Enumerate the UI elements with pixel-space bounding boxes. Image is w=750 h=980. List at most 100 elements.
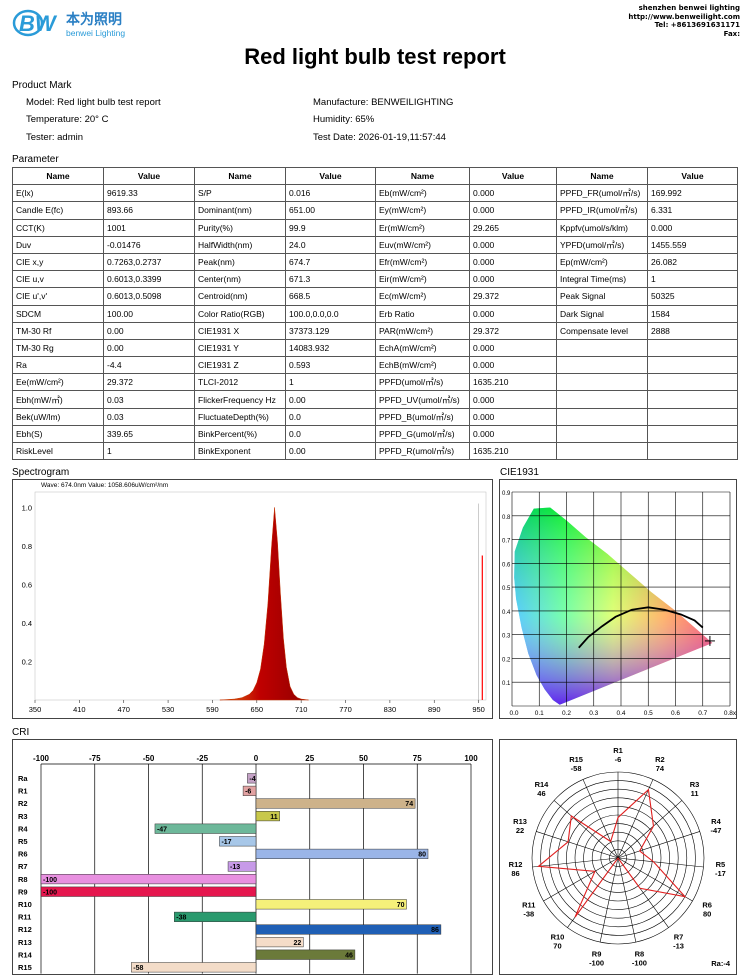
param-value-cell: 9619.33 <box>103 184 195 203</box>
param-name-cell: PAR(mW/cm²) <box>375 321 470 340</box>
param-name-cell: CIE u',v' <box>12 287 104 306</box>
param-name-cell: YPFD(umol/㎡/s) <box>556 235 648 254</box>
param-name-cell: CIE1931 Y <box>194 338 286 358</box>
param-name-cell: Integral Time(ms) <box>556 270 648 289</box>
chromaticity-gamut-shade <box>514 507 713 705</box>
table-row: Bek(uW/lm) 0.03 FluctuateDepth(%) 0.0 PPFD_B… <box>12 407 738 426</box>
cri-label: CRI <box>12 727 30 738</box>
x-tick-label: 890 <box>428 705 441 714</box>
param-value-cell: 37373.129 <box>285 321 376 340</box>
y-tick-label: 0.3 <box>502 634 511 640</box>
category-label: R15 <box>18 963 32 972</box>
param-name-cell: TM-30 Rg <box>12 338 104 358</box>
radar-axis-label: R14 <box>535 780 550 789</box>
bar-value-label: 11 <box>270 814 278 821</box>
model-text: Model: Red light bulb test report <box>26 97 161 108</box>
cri-bar <box>255 798 416 809</box>
param-value-cell: 0.000 <box>469 407 557 426</box>
category-label: R1 <box>18 787 28 796</box>
param-name-cell: CIE1931 X <box>194 321 286 340</box>
param-value-cell: 671.3 <box>285 270 376 289</box>
param-value-cell: 674.7 <box>285 252 376 272</box>
param-value-cell: 0.000 <box>469 252 557 272</box>
param-name-cell: S/P <box>194 184 286 203</box>
table-row: TM-30 Rg 0.00 CIE1931 Y 14083.932 EchA(mW/cm… <box>12 338 738 358</box>
report-title: Red light bulb test report <box>244 44 506 69</box>
planckian-locus <box>578 606 704 649</box>
column-header: Name <box>194 166 286 186</box>
param-name-cell: Color Ratio(RGB) <box>194 304 286 323</box>
param-name-cell: Ebh(mW/㎡) <box>12 390 104 409</box>
x-tick-label: 950 <box>472 705 485 714</box>
param-value-cell: 1 <box>285 373 376 392</box>
param-value-cell: 0.00 <box>103 321 195 340</box>
cri-bar <box>174 911 257 922</box>
param-name-cell: Ey(mW/cm²) <box>375 201 470 220</box>
category-label: R8 <box>18 875 28 884</box>
cie1931-label: CIE1931 <box>500 467 539 478</box>
param-name-cell: Dark Signal <box>556 304 648 323</box>
x-tick-label: 590 <box>206 705 219 714</box>
radar-axis-value: 11 <box>691 789 699 798</box>
radar-axis-label: R2 <box>655 755 665 764</box>
param-value-cell: 1635.210 <box>469 441 557 461</box>
category-label: R3 <box>18 812 28 821</box>
radar-axis-label: R13 <box>513 817 527 826</box>
humidity-text: Humidity: 65% <box>313 114 375 125</box>
radar-axis-value: -100 <box>589 959 604 968</box>
param-value-cell: 24.0 <box>285 235 376 254</box>
cri-bar <box>255 848 429 859</box>
param-value-cell: 1 <box>647 270 738 289</box>
param-value-cell: 169.992 <box>647 184 738 203</box>
temperature-text: Temperature: 20° C <box>26 114 109 125</box>
table-row: CIE u,v 0.6013,0.3399 Center(nm) 671.3 Eir(m… <box>12 270 738 289</box>
param-name-cell: BinkPercent(%) <box>194 424 286 444</box>
bar-value-label: 22 <box>294 940 302 947</box>
column-header: Value <box>469 166 557 186</box>
column-header: Value <box>103 166 195 186</box>
cri-bar <box>255 949 356 960</box>
cri-bar <box>255 937 304 948</box>
x-tick-label: -50 <box>143 754 155 763</box>
radar-axis-value: -47 <box>711 826 722 835</box>
bar-value-label: -47 <box>157 826 167 833</box>
tester-text: Tester: admin <box>26 132 84 143</box>
param-value-cell <box>647 356 738 375</box>
spectrogram-readout: Wave: 674.0nm Value: 1058.606uW/cm²/nm <box>41 482 168 489</box>
cri-bar <box>219 836 257 847</box>
param-name-cell: PPFD_G(umol/㎡/s) <box>375 424 470 444</box>
y-tick-label: 0.2 <box>502 657 511 663</box>
y-tick-label: 1.0 <box>22 503 32 512</box>
param-value-cell: 0.03 <box>103 390 195 409</box>
param-name-cell: PPFD(umol/㎡/s) <box>375 373 470 392</box>
table-row: CIE x,y 0.7263,0.2737 Peak(nm) 674.7 Efr(mW/… <box>12 252 738 272</box>
param-value-cell <box>647 338 738 358</box>
radar-axis-value: -13 <box>673 941 684 950</box>
radar-axis-label: R7 <box>674 932 684 941</box>
y-tick-label: 0.9 <box>502 491 511 497</box>
param-value-cell: 668.5 <box>285 287 376 306</box>
category-label: R14 <box>18 950 33 959</box>
x-tick-label: -75 <box>89 754 101 763</box>
y-tick-label: 0.2 <box>22 657 32 666</box>
param-name-cell: TM-30 Rf <box>12 321 104 340</box>
param-name-cell: Center(nm) <box>194 270 286 289</box>
company-line: shenzhen benwei lighting <box>638 4 740 12</box>
radar-axis-label: R1 <box>613 746 623 755</box>
cri-radar-chart: R1 -6 R2 74 R3 11 R4 -47 R5 -17 R6 80 R7 -13 R8 -100 R9-… <box>499 739 737 975</box>
x-tick-label: -25 <box>196 754 208 763</box>
param-value-cell: 0.593 <box>285 356 376 375</box>
param-value-cell: 0.00 <box>285 441 376 461</box>
company-line: Tel: +8613691631171 <box>654 21 740 29</box>
param-name-cell: Peak Signal <box>556 287 648 306</box>
radar-axis-value: -38 <box>523 910 534 919</box>
table-row: RiskLevel 1 BinkExponent 0.00 PPFD_R(umol/㎡/… <box>12 441 738 461</box>
table-row: SDCM 100.00 Color Ratio(RGB) 100.0,0.0,0.0 E… <box>12 304 738 323</box>
cri-bar <box>242 785 257 796</box>
param-value-cell: 0.016 <box>285 184 376 203</box>
table-row: Ee(mW/cm²) 29.372 TLCI-2012 1 PPFD(umol/㎡/s)… <box>12 373 738 392</box>
param-name-cell <box>556 441 648 461</box>
x-tick-label: 530 <box>162 705 175 714</box>
cie1931-chart: 0.0 0.1 0.2 0.3 0.4 0.5 0.6 0.7 0.8x 0.1 0.2 0.3 0.4… <box>499 467 737 719</box>
param-value-cell: 2888 <box>647 321 738 340</box>
